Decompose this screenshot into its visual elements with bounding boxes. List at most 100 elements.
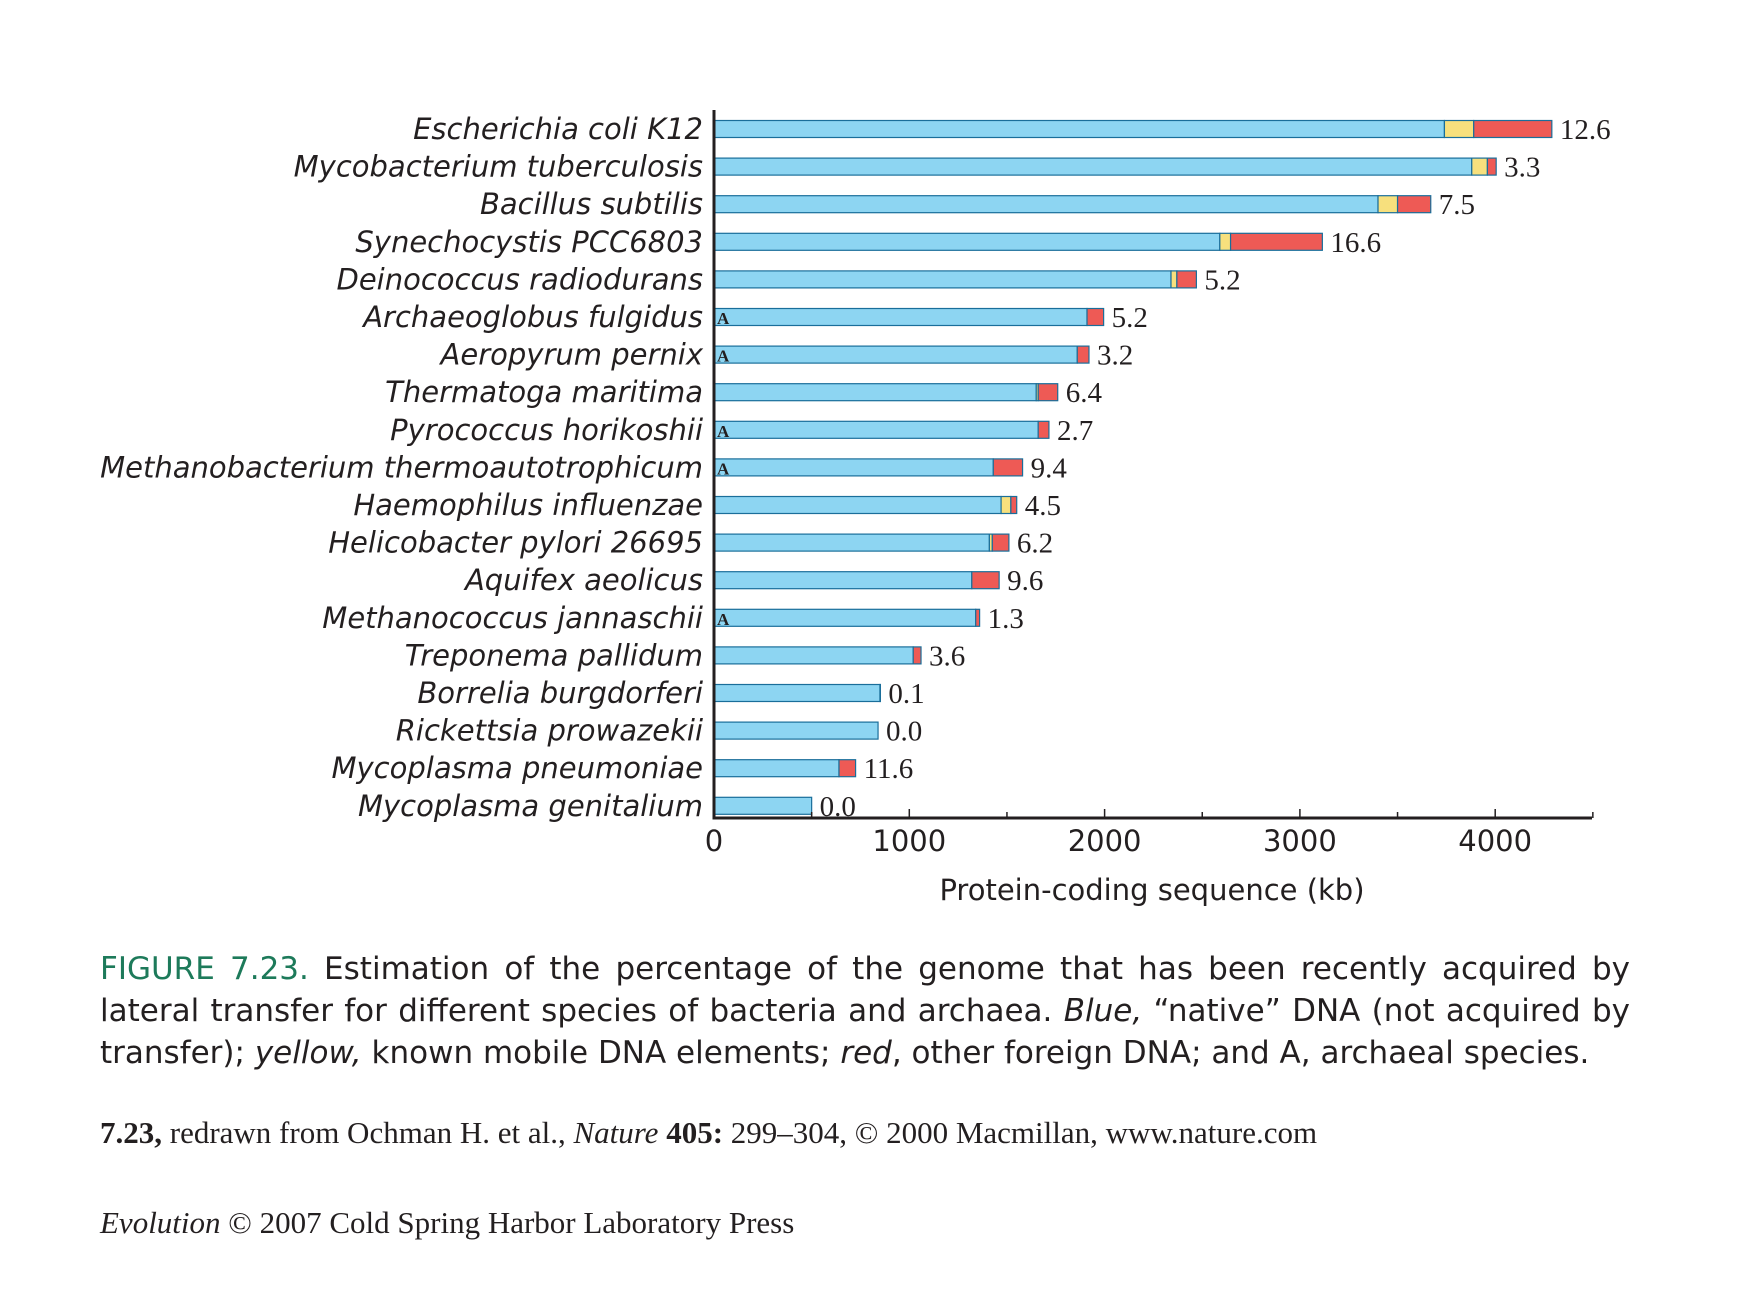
bar-segment-native bbox=[713, 646, 914, 665]
bar-segment-mobile bbox=[1471, 157, 1488, 176]
bar-segment-foreign bbox=[1176, 270, 1197, 289]
bar-segment-foreign bbox=[838, 759, 857, 778]
bar-segment-foreign bbox=[1076, 345, 1090, 364]
figure-caption: FIGURE 7.23. Estimation of the percentag… bbox=[100, 948, 1630, 1074]
bar-segment-foreign bbox=[912, 646, 922, 665]
data-label: 9.6 bbox=[1007, 565, 1043, 597]
data-label: 0.1 bbox=[888, 678, 924, 710]
bar-row: Pyrococcus horikoshii A 2.7 bbox=[390, 413, 1093, 447]
species-label: Synechocystis PCC6803 bbox=[355, 225, 703, 259]
bar-segment-native bbox=[713, 232, 1221, 251]
bar-segment-native bbox=[713, 533, 990, 552]
species-label: Bacillus subtilis bbox=[480, 187, 703, 221]
x-tick-label: 1000 bbox=[872, 824, 946, 858]
species-label: Treponema pallidum bbox=[405, 638, 703, 672]
bar-row: Methanococcus jannaschii A 1.3 bbox=[322, 601, 1024, 635]
bar-segment-mobile bbox=[1170, 270, 1178, 289]
bar-segment-mobile bbox=[1000, 495, 1012, 515]
data-label: 0.0 bbox=[886, 716, 922, 748]
bar-row: Bacillus subtilis 7.5 bbox=[480, 187, 1475, 221]
bar-segment-mobile bbox=[1443, 119, 1475, 139]
bar-row: Aeropyrum pernix A 3.2 bbox=[439, 338, 1134, 372]
publisher-text: © 2007 Cold Spring Harbor Laboratory Pre… bbox=[220, 1205, 795, 1240]
caption-yellow: yellow, bbox=[254, 1035, 362, 1071]
species-label: Helicobacter pylori 26695 bbox=[328, 526, 703, 560]
figure-label: FIGURE 7.23. bbox=[100, 951, 309, 987]
data-label: 11.6 bbox=[864, 753, 914, 785]
species-label: Aquifex aeolicus bbox=[463, 563, 703, 597]
data-label: 6.2 bbox=[1017, 528, 1053, 560]
credit-text: 299–304, © 2000 Macmillan, www.nature.co… bbox=[723, 1115, 1318, 1150]
data-label: 16.6 bbox=[1330, 227, 1381, 259]
bar-segment-native bbox=[713, 608, 977, 627]
bar-segment-native bbox=[713, 571, 973, 590]
credit-ref: 7.23, bbox=[100, 1115, 162, 1150]
bar-segment-mobile bbox=[1377, 195, 1399, 214]
bar-segment-foreign bbox=[1037, 420, 1050, 439]
bar-segment-native bbox=[713, 383, 1037, 402]
bar-segment-native bbox=[713, 796, 813, 815]
archaeal-marker: A bbox=[717, 347, 730, 366]
bar-segment-native bbox=[713, 420, 1039, 439]
bar-segment-foreign bbox=[1086, 307, 1105, 327]
caption-text: known mobile DNA elements; bbox=[361, 1035, 841, 1071]
bar-segment-foreign bbox=[1037, 383, 1059, 402]
data-label: 6.4 bbox=[1066, 377, 1103, 409]
bar-segment-mobile bbox=[1219, 232, 1232, 251]
species-label: Methanobacterium thermoautotrophicum bbox=[100, 450, 703, 484]
bar-row: Mycobacterium tuberculosis 3.3 bbox=[294, 150, 1541, 184]
bar-segment-native bbox=[713, 495, 1002, 515]
x-tick-label: 3000 bbox=[1263, 824, 1337, 858]
bar-segment-native bbox=[713, 119, 1446, 139]
bar-segment-foreign bbox=[992, 458, 1024, 477]
bar-segment-native bbox=[713, 307, 1088, 327]
bar-row: Escherichia coli K12 12.6 bbox=[413, 112, 1610, 146]
bar-row: Synechocystis PCC6803 16.6 bbox=[355, 225, 1381, 259]
x-tick-label: 2000 bbox=[1068, 824, 1142, 858]
bar-row: Thermatoga maritima 6.4 bbox=[385, 375, 1102, 409]
species-label: Pyrococcus horikoshii bbox=[390, 413, 703, 447]
bar-segment-foreign bbox=[1486, 157, 1497, 176]
credit-volume: 405: bbox=[658, 1115, 724, 1150]
book-title: Evolution bbox=[100, 1205, 221, 1240]
bar-segment-foreign bbox=[991, 533, 1010, 552]
bar-segment-foreign bbox=[1010, 495, 1018, 515]
bar-row: Methanobacterium thermoautotrophicum A 9.4 bbox=[100, 450, 1067, 484]
archaeal-marker: A bbox=[717, 422, 730, 441]
x-axis-title: Protein-coding sequence (kb) bbox=[939, 873, 1364, 907]
species-label: Deinococcus radiodurans bbox=[336, 262, 703, 296]
bar-row: Aquifex aeolicus 9.6 bbox=[463, 563, 1043, 597]
bar-row: Borrelia burgdorferi 0.1 bbox=[417, 676, 924, 710]
x-tick-label: 0 bbox=[705, 824, 723, 858]
archaeal-marker: A bbox=[717, 459, 730, 478]
species-label: Aeropyrum pernix bbox=[439, 338, 704, 372]
species-label: Mycoplasma genitalium bbox=[358, 789, 703, 823]
bar-row: Helicobacter pylori 26695 6.2 bbox=[328, 526, 1053, 560]
species-label: Mycoplasma pneumoniae bbox=[331, 751, 703, 785]
bar-segment-foreign bbox=[1396, 195, 1432, 214]
bar-segment-native bbox=[713, 759, 840, 778]
bar-segment-foreign bbox=[971, 571, 1000, 590]
lateral-transfer-chart: Escherichia coli K12 12.6 Mycobacterium tu… bbox=[100, 110, 1611, 907]
species-label: Mycobacterium tuberculosis bbox=[294, 150, 703, 184]
credit-journal: Nature bbox=[573, 1115, 659, 1150]
archaeal-marker: A bbox=[717, 610, 730, 629]
bar-segment-foreign bbox=[975, 608, 981, 627]
species-label: Rickettsia prowazekii bbox=[396, 714, 703, 748]
bar-row: Archaeoglobus fulgidus A 5.2 bbox=[361, 300, 1148, 334]
chart-rows: Escherichia coli K12 12.6 Mycobacterium tu… bbox=[100, 112, 1610, 823]
caption-red: red bbox=[840, 1035, 892, 1071]
bar-row: Treponema pallidum 3.6 bbox=[405, 638, 966, 672]
bar-segment-native bbox=[713, 721, 879, 740]
source-credit: 7.23, redrawn from Ochman H. et al., Nat… bbox=[100, 1115, 1660, 1151]
bar-row: Mycoplasma pneumoniae 11.6 bbox=[331, 751, 913, 785]
species-label: Archaeoglobus fulgidus bbox=[361, 300, 703, 334]
caption-text: Estimation of the percentage of the geno… bbox=[100, 951, 1630, 1029]
species-label: Methanococcus jannaschii bbox=[322, 601, 703, 635]
data-label: 12.6 bbox=[1560, 114, 1611, 146]
bar-segment-native bbox=[713, 345, 1078, 364]
data-label: 9.4 bbox=[1031, 452, 1068, 484]
species-label: Haemophilus influenzae bbox=[353, 488, 703, 522]
data-label: 3.2 bbox=[1097, 340, 1133, 372]
bar-row: Rickettsia prowazekii 0.0 bbox=[396, 714, 923, 748]
